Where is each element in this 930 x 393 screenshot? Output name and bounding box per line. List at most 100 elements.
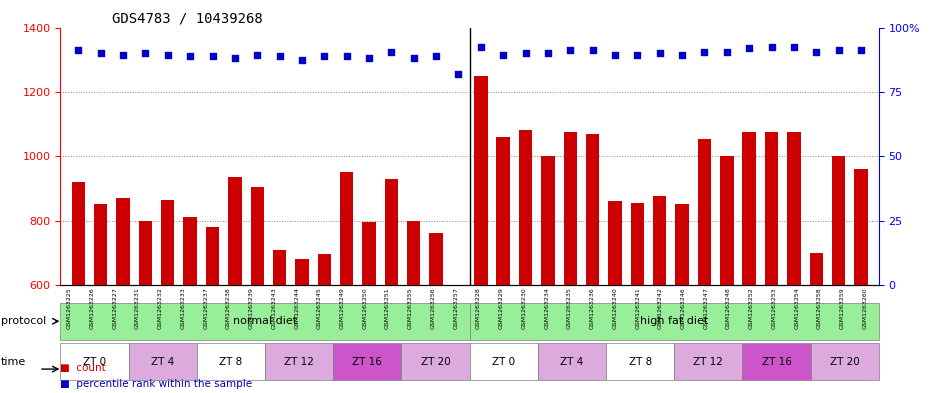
Bar <box>206 227 219 393</box>
Text: high fat diet: high fat diet <box>640 316 709 326</box>
Text: GSM1263230: GSM1263230 <box>522 287 526 329</box>
Text: ZT 12: ZT 12 <box>694 357 724 367</box>
Bar <box>497 137 510 393</box>
Text: GSM1263244: GSM1263244 <box>294 287 299 329</box>
Text: protocol: protocol <box>1 316 46 326</box>
Text: GSM1263251: GSM1263251 <box>385 287 390 329</box>
Bar <box>94 204 107 393</box>
Point <box>160 52 175 58</box>
Point <box>71 47 86 53</box>
Bar <box>541 156 554 393</box>
Text: GSM1263228: GSM1263228 <box>476 287 481 329</box>
Point <box>272 53 287 60</box>
Bar <box>430 233 443 393</box>
Text: GSM1263242: GSM1263242 <box>658 287 663 329</box>
Bar <box>228 177 242 393</box>
Point <box>674 52 689 58</box>
Text: ZT 4: ZT 4 <box>560 357 583 367</box>
Text: GSM1263246: GSM1263246 <box>681 287 685 329</box>
Point <box>451 71 466 77</box>
Bar <box>363 222 376 393</box>
Bar <box>742 132 756 393</box>
Bar <box>385 179 398 393</box>
Text: GSM1263241: GSM1263241 <box>635 287 640 329</box>
Bar <box>832 156 845 393</box>
Point <box>205 53 219 60</box>
Text: normal diet: normal diet <box>233 316 297 326</box>
Text: ZT 8: ZT 8 <box>629 357 652 367</box>
Point <box>607 52 622 58</box>
Text: GDS4783 / 10439268: GDS4783 / 10439268 <box>112 12 262 26</box>
Point <box>720 48 735 55</box>
Text: GSM1263255: GSM1263255 <box>408 287 413 329</box>
Bar <box>653 196 667 393</box>
Text: GSM1263248: GSM1263248 <box>726 287 731 329</box>
Point <box>406 55 421 61</box>
Text: GSM1263237: GSM1263237 <box>204 287 208 329</box>
Bar <box>183 217 197 393</box>
Text: GSM1263235: GSM1263235 <box>567 287 572 329</box>
Bar <box>139 220 153 393</box>
Bar <box>787 132 801 393</box>
Text: GSM1263250: GSM1263250 <box>363 287 367 329</box>
Bar <box>72 182 85 393</box>
Text: ■  count: ■ count <box>60 364 106 373</box>
Text: GSM1263258: GSM1263258 <box>817 287 822 329</box>
Text: ■  percentile rank within the sample: ■ percentile rank within the sample <box>60 379 253 389</box>
Text: ZT 16: ZT 16 <box>352 357 382 367</box>
Bar <box>272 250 286 393</box>
Text: GSM1263239: GSM1263239 <box>248 287 254 329</box>
Text: GSM1263240: GSM1263240 <box>613 287 618 329</box>
Text: GSM1263253: GSM1263253 <box>772 287 777 329</box>
Bar <box>295 259 309 393</box>
Point <box>540 50 555 56</box>
Point <box>384 48 399 55</box>
Text: ZT 20: ZT 20 <box>830 357 859 367</box>
Point <box>809 48 824 55</box>
Point <box>138 50 153 56</box>
Bar <box>564 132 577 393</box>
Point <box>742 45 757 51</box>
Point <box>93 50 108 56</box>
Bar <box>318 254 331 393</box>
Bar <box>250 187 264 393</box>
Text: GSM1263257: GSM1263257 <box>453 287 458 329</box>
Text: ZT 4: ZT 4 <box>151 357 174 367</box>
Point <box>787 44 802 50</box>
Bar <box>519 130 532 393</box>
Text: ZT 0: ZT 0 <box>83 357 106 367</box>
Bar <box>116 198 130 393</box>
Text: GSM1263226: GSM1263226 <box>89 287 95 329</box>
Point <box>764 44 779 50</box>
Text: GSM1263238: GSM1263238 <box>226 287 231 329</box>
Text: GSM1263254: GSM1263254 <box>794 287 799 329</box>
Text: GSM1263231: GSM1263231 <box>135 287 140 329</box>
Text: ZT 8: ZT 8 <box>219 357 243 367</box>
Bar <box>675 204 689 393</box>
Point <box>362 55 377 61</box>
Text: GSM1263232: GSM1263232 <box>158 287 163 329</box>
Point <box>831 47 846 53</box>
Text: time: time <box>1 357 26 367</box>
Point <box>473 44 488 50</box>
Text: GSM1263249: GSM1263249 <box>339 287 345 329</box>
Point <box>496 52 511 58</box>
Point <box>854 47 869 53</box>
Text: GSM1263247: GSM1263247 <box>703 287 709 329</box>
Point <box>652 50 667 56</box>
Point <box>518 50 533 56</box>
Point <box>317 53 332 60</box>
Text: GSM1263259: GSM1263259 <box>840 287 844 329</box>
Text: GSM1263236: GSM1263236 <box>590 287 594 329</box>
Text: GSM1263229: GSM1263229 <box>498 287 504 329</box>
Bar <box>631 203 644 393</box>
Point <box>250 52 265 58</box>
Text: ZT 0: ZT 0 <box>492 357 515 367</box>
Bar <box>407 220 420 393</box>
Point <box>295 57 310 63</box>
Bar <box>720 156 734 393</box>
Point <box>585 47 600 53</box>
Bar <box>474 76 487 393</box>
Bar <box>855 169 868 393</box>
Bar <box>608 201 621 393</box>
